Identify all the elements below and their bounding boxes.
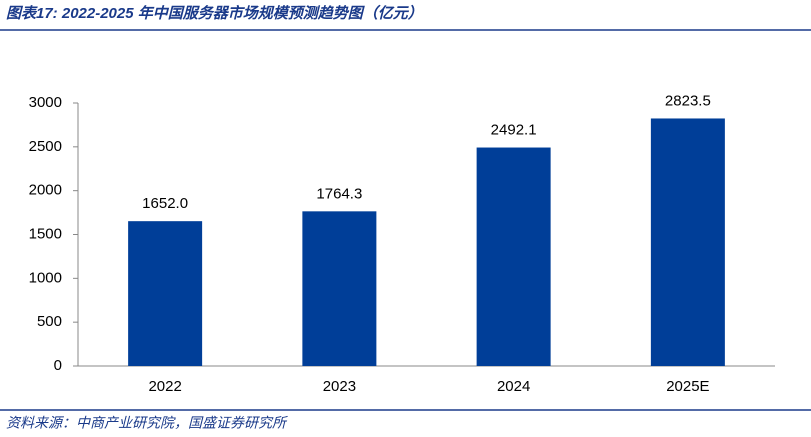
y-tick-label: 500 [37, 313, 62, 330]
x-tick-label: 2022 [148, 378, 181, 395]
bar [476, 147, 551, 366]
x-tick-label: 2025E [666, 378, 709, 395]
bar [128, 221, 203, 366]
y-tick-label: 0 [54, 357, 62, 374]
bar [302, 211, 377, 366]
x-tick-label: 2024 [497, 378, 530, 395]
x-tick-label: 2023 [323, 378, 356, 395]
y-tick-label: 2000 [29, 182, 62, 199]
chart-title: 图表17: 2022-2025 年中国服务器市场规模预测趋势图（亿元） [6, 4, 423, 22]
value-label: 1652.0 [142, 195, 188, 212]
y-tick-label: 1000 [29, 269, 62, 286]
value-label: 2492.1 [491, 121, 537, 138]
value-label: 2823.5 [665, 92, 711, 109]
bar [650, 118, 725, 366]
value-label: 1764.3 [316, 185, 362, 202]
y-tick-label: 3000 [29, 94, 62, 111]
y-tick-label: 2500 [29, 138, 62, 155]
source-note: 资料来源：中商产业研究院，国盛证券研究所 [6, 415, 288, 431]
y-tick-label: 1500 [29, 225, 62, 242]
